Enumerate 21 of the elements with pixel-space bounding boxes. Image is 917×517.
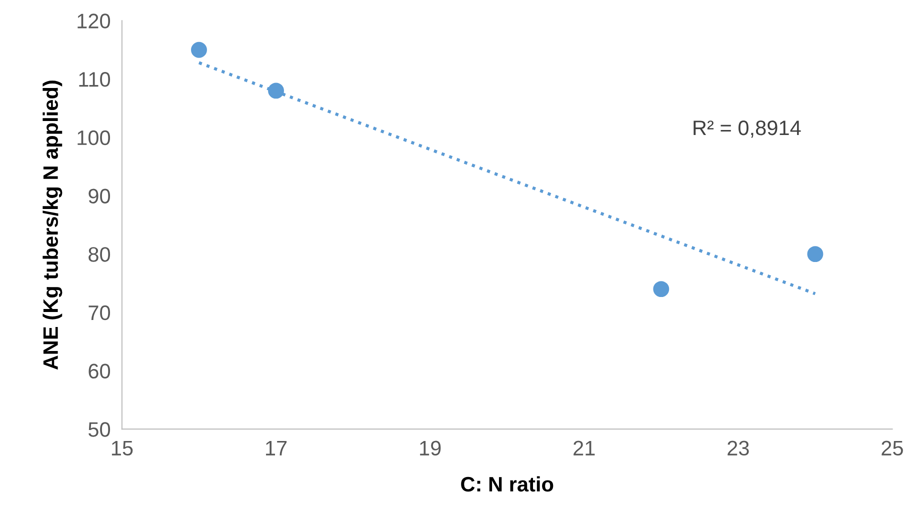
x-tick-label: 21: [574, 440, 595, 456]
y-tick-label: 120: [78, 14, 110, 28]
point: [807, 246, 824, 262]
y-tick-label: 70: [88, 305, 110, 320]
x-tick-label: 19: [420, 440, 441, 456]
x-axis-title: C: N ratio: [461, 476, 554, 492]
x-tick-label: 17: [266, 440, 287, 456]
y-tick-label: 110: [79, 72, 110, 87]
x-tick-label: 15: [112, 440, 133, 456]
x-tick-label: 23: [728, 440, 749, 456]
y-tick-label: 90: [88, 188, 110, 204]
y-tick-label: 50: [88, 422, 110, 437]
y-tick-label: 100: [78, 130, 110, 146]
x-tick-label: 25: [882, 440, 903, 456]
y-axis-title: ANE (Kg tubers/kg N applied): [42, 80, 62, 370]
y-tick-label: 60: [88, 364, 110, 379]
point: [653, 281, 670, 298]
point: [268, 82, 284, 99]
point: [191, 42, 207, 58]
annotation: R² = 0,8914: [694, 120, 801, 138]
y-tick-label: 80: [88, 247, 110, 262]
